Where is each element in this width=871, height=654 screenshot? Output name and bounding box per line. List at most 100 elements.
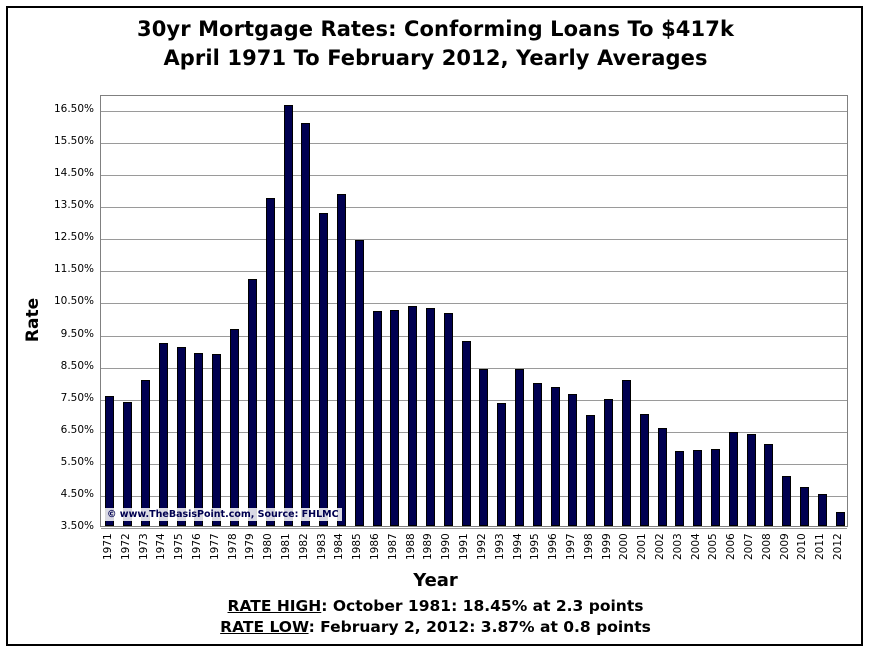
x-tick-label: 1999 (600, 533, 613, 560)
source-watermark: © www.TheBasisPoint.com, Source: FHLMC (104, 508, 342, 521)
x-tick-label: 1984 (333, 533, 346, 560)
bar-2002 (657, 428, 667, 526)
x-tick-label: 1996 (547, 533, 560, 560)
gridline (101, 335, 847, 337)
y-tick-label: 3.50% (60, 520, 94, 532)
bar-1988 (408, 305, 418, 526)
bar-2000 (621, 380, 631, 526)
x-tick-label: 1983 (315, 533, 328, 560)
y-tick-label: 11.50% (53, 263, 94, 276)
y-tick-label: 14.50% (53, 167, 94, 180)
bar-2005 (710, 449, 720, 526)
bar-1978 (230, 329, 240, 526)
x-tick-label: 1975 (173, 533, 186, 560)
x-tick-label: 1976 (190, 533, 203, 560)
bar-1998 (586, 415, 596, 526)
bar-1983 (319, 212, 329, 526)
y-tick-label: 13.50% (53, 199, 94, 212)
y-tick-label: 8.50% (60, 359, 94, 372)
x-tick-label: 1990 (440, 533, 453, 560)
bar-1991 (461, 340, 471, 526)
rate-low-note: RATE LOW: February 2, 2012: 3.87% at 0.8… (0, 618, 871, 636)
bar-1985 (354, 239, 364, 526)
y-tick-label: 4.50% (60, 487, 94, 500)
rate-low-label: RATE LOW (220, 618, 309, 636)
plot-area (100, 95, 848, 529)
y-tick-label: 16.50% (53, 103, 94, 115)
bar-1986 (372, 311, 382, 526)
x-tick-label: 1994 (511, 533, 524, 560)
gridline (101, 175, 847, 177)
bar-1979 (247, 279, 257, 526)
x-tick-label: 1980 (262, 533, 275, 560)
x-tick-label: 2007 (743, 533, 756, 560)
bar-1984 (336, 194, 346, 526)
x-tick-label: 2002 (654, 533, 666, 560)
x-tick-label: 2004 (689, 533, 702, 560)
chart-subtitle: April 1971 To February 2012, Yearly Aver… (163, 46, 708, 70)
bar-2011 (817, 493, 827, 526)
bar-2008 (764, 443, 774, 526)
rate-high-label: RATE HIGH (227, 597, 322, 615)
x-tick-label: 1991 (458, 533, 471, 560)
y-tick-label: 15.50% (53, 135, 94, 148)
x-tick-label: 1985 (351, 533, 364, 560)
x-tick-label: 1978 (226, 533, 239, 560)
x-tick-label: 1987 (386, 533, 399, 560)
chart-title: 30yr Mortgage Rates: Conforming Loans To… (136, 17, 735, 41)
gridline (101, 463, 847, 465)
bar-1994 (515, 369, 525, 526)
y-tick-label: 10.50% (53, 295, 94, 308)
y-tick-label: 5.50% (60, 455, 94, 468)
bar-2012 (835, 511, 845, 526)
x-tick-label: 1979 (244, 533, 257, 560)
x-tick-label: 1993 (493, 533, 506, 560)
bar-1975 (176, 347, 186, 526)
y-tick-label: 12.50% (53, 231, 94, 244)
bar-1974 (158, 343, 168, 526)
bar-1996 (550, 387, 560, 526)
bar-1977 (212, 354, 222, 526)
x-tick-label: 2001 (636, 533, 649, 560)
x-tick-label: 2012 (832, 533, 845, 560)
x-tick-label: 1981 (280, 533, 292, 560)
bar-1995 (532, 382, 542, 526)
bar-1981 (283, 104, 293, 526)
x-tick-label: 1989 (422, 533, 435, 560)
bar-1982 (301, 123, 311, 526)
x-tick-label: 2010 (796, 533, 809, 560)
x-axis-label: Year (413, 570, 458, 591)
bar-1993 (497, 403, 507, 526)
bar-1976 (194, 353, 204, 526)
x-tick-label: 1977 (208, 533, 221, 560)
gridline (101, 399, 847, 401)
x-tick-label: 1982 (297, 533, 310, 560)
x-tick-label: 1973 (137, 533, 150, 560)
x-tick-label: 1974 (155, 533, 168, 560)
x-tick-label: 1997 (564, 533, 577, 560)
bar-1990 (443, 313, 453, 526)
x-tick-label: 2011 (814, 533, 827, 560)
x-tick-label: 1992 (475, 533, 488, 560)
bar-2007 (746, 433, 756, 526)
x-tick-label: 1998 (582, 533, 595, 560)
y-tick-label: 7.50% (60, 391, 94, 404)
gridline (101, 271, 847, 273)
bar-2010 (799, 486, 809, 526)
gridline (101, 528, 847, 529)
x-tick-label: 2000 (618, 533, 631, 560)
gridline (101, 495, 847, 497)
x-tick-label: 2009 (778, 533, 791, 560)
rate-high-text: : October 1981: 18.45% at 2.3 points (321, 597, 644, 615)
rate-high-note: RATE HIGH: October 1981: 18.45% at 2.3 p… (0, 597, 871, 615)
x-tick-label: 1972 (119, 533, 132, 560)
y-tick-label: 6.50% (60, 423, 94, 436)
bar-2001 (639, 414, 649, 526)
bar-2009 (782, 475, 792, 526)
gridline (101, 111, 847, 112)
x-tick-label: 1988 (404, 533, 417, 560)
x-tick-label: 2008 (760, 533, 773, 560)
bar-1989 (425, 307, 435, 526)
x-tick-label: 2006 (725, 533, 738, 560)
gridline (101, 431, 847, 433)
